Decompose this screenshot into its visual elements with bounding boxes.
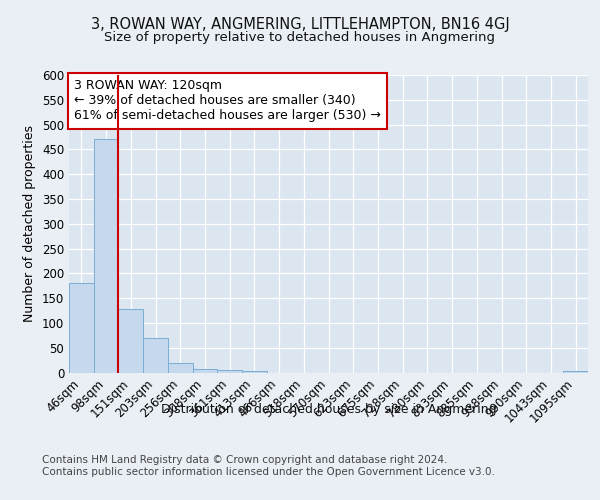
Bar [143, 338, 168, 372]
Y-axis label: Number of detached properties: Number of detached properties [23, 125, 37, 322]
Text: 3 ROWAN WAY: 120sqm
← 39% of detached houses are smaller (340)
61% of semi-detac: 3 ROWAN WAY: 120sqm ← 39% of detached ho… [74, 80, 381, 122]
Bar [217, 370, 242, 372]
Bar [118, 309, 143, 372]
Text: 3, ROWAN WAY, ANGMERING, LITTLEHAMPTON, BN16 4GJ: 3, ROWAN WAY, ANGMERING, LITTLEHAMPTON, … [91, 18, 509, 32]
Text: Distribution of detached houses by size in Angmering: Distribution of detached houses by size … [161, 402, 497, 415]
Bar [168, 362, 193, 372]
Bar [563, 371, 588, 372]
Text: Contains HM Land Registry data © Crown copyright and database right 2024.
Contai: Contains HM Land Registry data © Crown c… [42, 455, 495, 476]
Bar [242, 371, 267, 372]
Text: Size of property relative to detached houses in Angmering: Size of property relative to detached ho… [104, 31, 496, 44]
Bar [69, 283, 94, 372]
Bar [193, 369, 217, 372]
Bar [94, 140, 118, 372]
